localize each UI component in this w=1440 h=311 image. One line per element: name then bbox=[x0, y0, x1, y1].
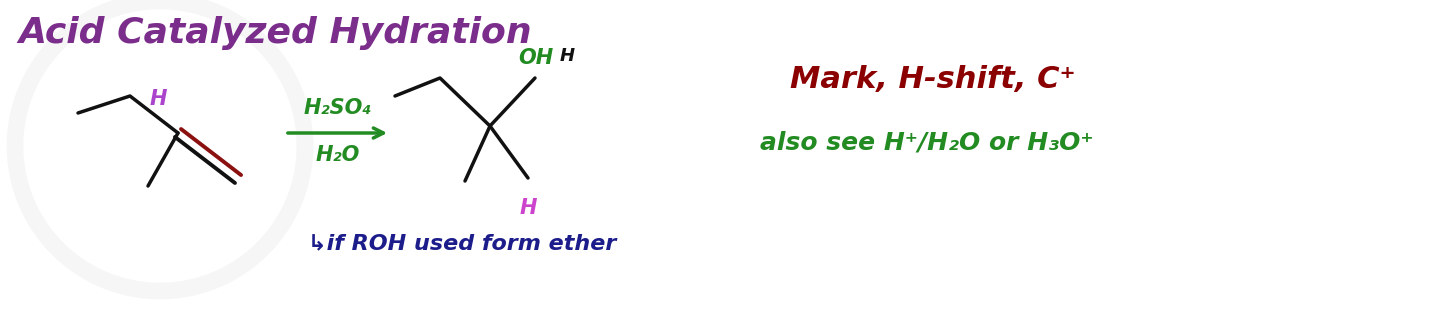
Text: Acid Catalyzed Hydration: Acid Catalyzed Hydration bbox=[17, 16, 531, 50]
Text: ↳if ROH used form ether: ↳if ROH used form ether bbox=[308, 233, 616, 253]
Text: H₂O: H₂O bbox=[315, 145, 360, 165]
Text: Mark, H-shift, C⁺: Mark, H-shift, C⁺ bbox=[791, 64, 1076, 94]
Text: also see H⁺/H₂O or H₃O⁺: also see H⁺/H₂O or H₃O⁺ bbox=[760, 131, 1093, 155]
Text: H₂SO₄: H₂SO₄ bbox=[304, 98, 372, 118]
Text: H: H bbox=[520, 198, 537, 218]
Text: OH: OH bbox=[518, 48, 553, 68]
Text: H: H bbox=[560, 47, 575, 65]
Text: H: H bbox=[150, 89, 167, 109]
